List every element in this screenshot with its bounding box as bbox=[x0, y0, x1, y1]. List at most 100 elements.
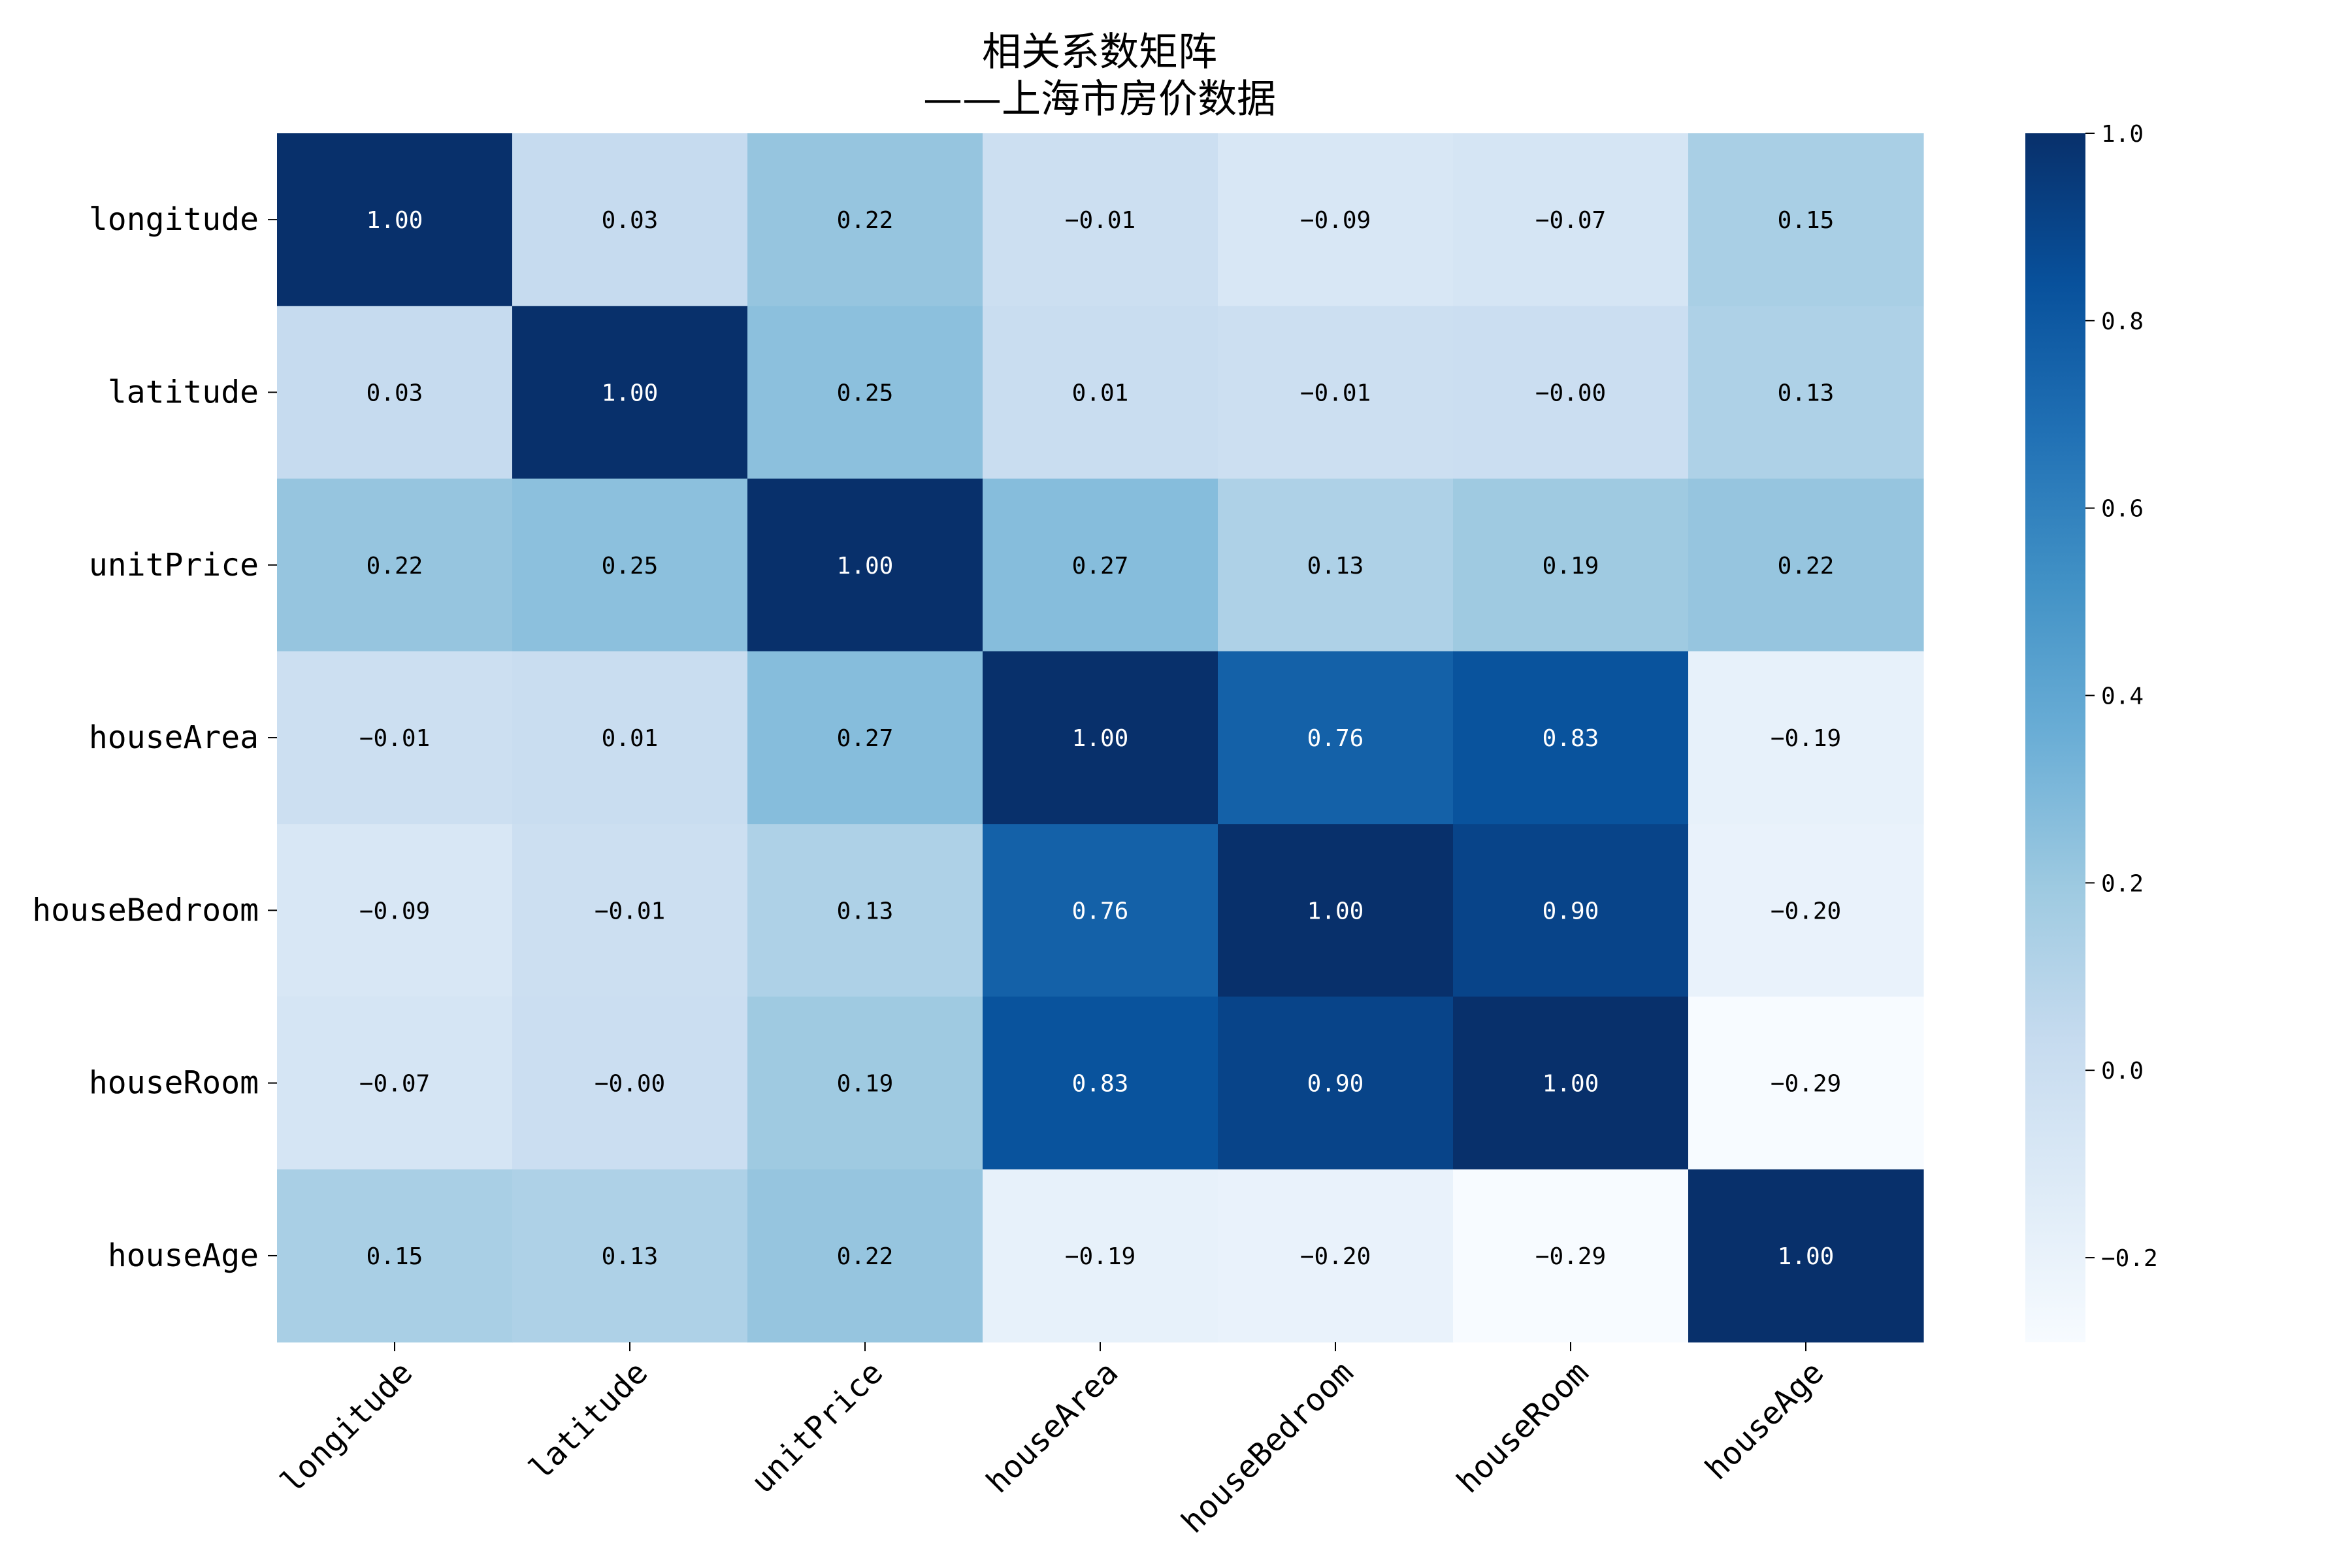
heatmap-cell bbox=[1453, 478, 1689, 652]
cell-value-label: 1.00 bbox=[1072, 725, 1129, 752]
cell-value-label: 0.15 bbox=[1778, 207, 1835, 234]
cell-value-label: 0.01 bbox=[1072, 380, 1129, 406]
cell-value-label: −0.07 bbox=[359, 1071, 430, 1098]
y-tick-label: latitude bbox=[108, 374, 259, 410]
heatmap-cell bbox=[747, 133, 983, 306]
colorbar-tick-label: 0.2 bbox=[2101, 870, 2144, 897]
heatmap-cell bbox=[277, 133, 513, 306]
heatmap-cell bbox=[1688, 824, 1924, 998]
cell-value-label: 1.00 bbox=[1543, 1071, 1599, 1098]
heatmap-cell bbox=[747, 824, 983, 998]
x-tick-label: longitude bbox=[274, 1354, 420, 1501]
heatmap-cell bbox=[512, 478, 748, 652]
x-tick-label: latitude bbox=[522, 1354, 655, 1487]
heatmap-cell bbox=[512, 824, 748, 998]
heatmap-cell bbox=[983, 133, 1218, 306]
cell-value-label: 0.03 bbox=[602, 207, 659, 234]
x-tick-label: houseBedroom bbox=[1175, 1354, 1361, 1541]
cell-value-label: 0.01 bbox=[602, 725, 659, 752]
heatmap-cell bbox=[1218, 1169, 1454, 1343]
cell-value-label: 0.22 bbox=[837, 1243, 894, 1270]
x-tick-label: houseArea bbox=[979, 1354, 1126, 1501]
cell-value-label: −0.00 bbox=[595, 1071, 665, 1098]
heatmap-cell bbox=[512, 651, 748, 825]
heatmap-cell bbox=[983, 1169, 1218, 1343]
cell-value-label: 1.00 bbox=[1307, 898, 1364, 924]
cell-value-label: −0.09 bbox=[1300, 207, 1371, 234]
heatmap-cell bbox=[983, 996, 1218, 1170]
cell-value-label: 0.76 bbox=[1307, 725, 1364, 752]
cell-value-label: −0.01 bbox=[1300, 380, 1371, 406]
heatmap-cell bbox=[747, 996, 983, 1170]
heatmap-cell bbox=[1688, 651, 1924, 825]
cell-value-label: 0.90 bbox=[1307, 1071, 1364, 1098]
cell-value-label: 0.13 bbox=[837, 898, 894, 924]
chart-subtitle: ——上海市房价数据 bbox=[923, 76, 1276, 122]
cell-value-label: −0.19 bbox=[1771, 725, 1841, 752]
heatmap-cell bbox=[1218, 996, 1454, 1170]
cell-value-label: 1.00 bbox=[602, 380, 659, 406]
colorbar-tick-label: 0.0 bbox=[2101, 1058, 2144, 1085]
heatmap-cell bbox=[512, 133, 748, 306]
cell-value-label: −0.19 bbox=[1065, 1243, 1135, 1270]
cell-value-label: 0.83 bbox=[1543, 725, 1599, 752]
cell-value-label: −0.07 bbox=[1535, 207, 1606, 234]
cell-value-label: 0.13 bbox=[1307, 553, 1364, 580]
heatmap-cell bbox=[1688, 1169, 1924, 1343]
cell-value-label: −0.01 bbox=[1065, 207, 1135, 234]
y-tick-label: houseRoom bbox=[89, 1065, 259, 1102]
y-tick-label: houseAge bbox=[108, 1237, 259, 1274]
colorbar-tick-label: 0.4 bbox=[2101, 683, 2144, 710]
cell-value-label: 0.13 bbox=[602, 1243, 659, 1270]
cell-value-label: 1.00 bbox=[837, 553, 894, 580]
heatmap-cell bbox=[1218, 651, 1454, 825]
y-tick-label: houseBedroom bbox=[32, 892, 259, 928]
x-axis: longitude latitude unitPrice houseArea house… bbox=[274, 1342, 1831, 1541]
cell-value-label: 0.27 bbox=[837, 725, 894, 752]
heatmap-cell bbox=[747, 478, 983, 652]
cell-value-label: −0.20 bbox=[1771, 898, 1841, 924]
cell-value-label: 0.15 bbox=[367, 1243, 423, 1270]
x-tick-label: houseRoom bbox=[1450, 1354, 1596, 1501]
colorbar-tick-label: −0.2 bbox=[2101, 1245, 2158, 1272]
colorbar: −0.2 0.0 0.2 0.4 0.6 0.8 1.0 bbox=[2025, 121, 2158, 1343]
cell-value-label: 0.90 bbox=[1543, 898, 1599, 924]
y-axis: longitude latitude unitPrice houseArea house… bbox=[32, 201, 277, 1274]
heatmap-cell bbox=[1453, 133, 1689, 306]
heatmap-cell bbox=[747, 306, 983, 480]
cell-value-label: 0.19 bbox=[837, 1071, 894, 1098]
cell-value-label: 0.22 bbox=[1778, 553, 1835, 580]
heatmap-cell bbox=[277, 1169, 513, 1343]
heatmap-cell bbox=[277, 996, 513, 1170]
x-tick-label: houseAge bbox=[1698, 1354, 1831, 1487]
heatmap-cell bbox=[1453, 651, 1689, 825]
colorbar-tick-label: 0.6 bbox=[2101, 496, 2144, 523]
heatmap-cell bbox=[1453, 996, 1689, 1170]
heatmap-cell bbox=[512, 1169, 748, 1343]
heatmap-cell bbox=[277, 824, 513, 998]
cell-value-label: 0.25 bbox=[837, 380, 894, 406]
colorbar-tick-label: 1.0 bbox=[2101, 121, 2144, 148]
heatmap-cell bbox=[512, 306, 748, 480]
cell-value-label: 0.25 bbox=[602, 553, 659, 580]
heatmap-cell bbox=[1453, 824, 1689, 998]
heatmap-cell bbox=[983, 651, 1218, 825]
heatmap-cells bbox=[277, 133, 1924, 1343]
cell-value-label: 0.27 bbox=[1072, 553, 1129, 580]
heatmap-cell bbox=[983, 824, 1218, 998]
heatmap-cell bbox=[277, 306, 513, 480]
heatmap-cell bbox=[512, 996, 748, 1170]
cell-value-label: 0.22 bbox=[367, 553, 423, 580]
heatmap-cell bbox=[1218, 478, 1454, 652]
cell-value-label: −0.09 bbox=[359, 898, 430, 924]
heatmap-cell bbox=[983, 478, 1218, 652]
cell-value-label: −0.29 bbox=[1535, 1243, 1606, 1270]
x-tick-label: unitPrice bbox=[744, 1354, 890, 1501]
cell-value-label: 0.83 bbox=[1072, 1071, 1129, 1098]
heatmap-cell bbox=[983, 306, 1218, 480]
y-tick-label: longitude bbox=[89, 201, 259, 238]
cell-value-label: −0.20 bbox=[1300, 1243, 1371, 1270]
heatmap-value-labels: 1.00 0.03 0.22 −0.01 −0.09 −0.07 0.15 0.03 1.00 0… bbox=[359, 207, 1841, 1270]
heatmap-cell bbox=[1218, 306, 1454, 480]
